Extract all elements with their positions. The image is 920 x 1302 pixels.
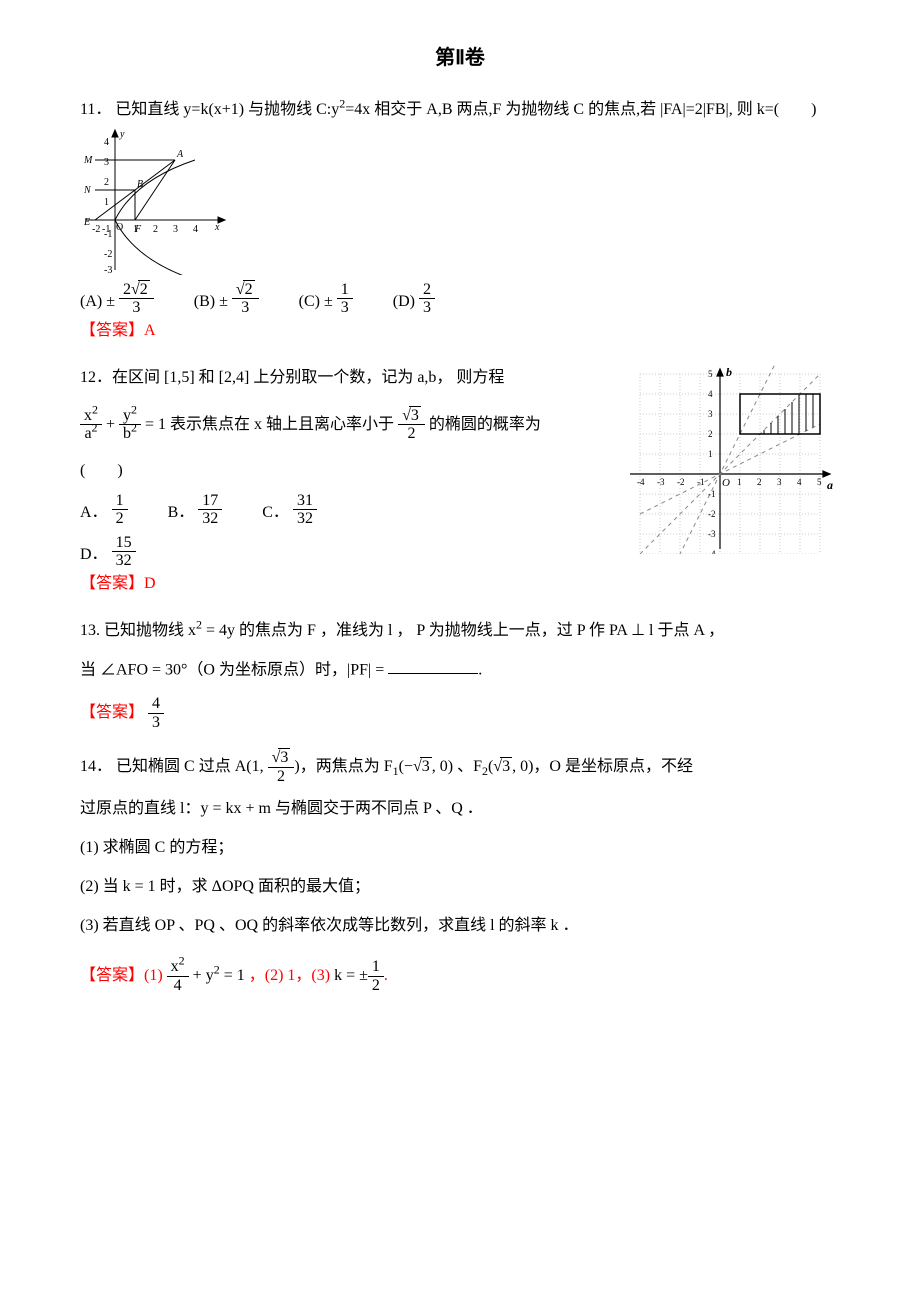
q11-text: 11． 已知直线 y=k(x+1) 与抛物线 C:y2=4x 相交于 A,B 两… <box>80 96 840 125</box>
q12-diagram: -4 -4 -3 -3 -2 -2 -1-1 1 1 2 2 3 3 4 4 5 5 O a b <box>620 364 840 599</box>
q11-opt-a: (A) ± 22 3 <box>80 281 154 317</box>
q14-answer: 【答案】(1) x24 + y2 = 1 ，(2) 1，(3) k = ±12. <box>80 958 840 994</box>
svg-text:-2: -2 <box>92 224 100 235</box>
q12-answer: 【答案】D <box>80 570 610 599</box>
problem-13: 13. 已知抛物线 x2 = 4y 的焦点为 F ，准线为 l ， P 为抛物线… <box>80 617 840 731</box>
svg-text:3: 3 <box>173 224 178 235</box>
q14-p2: (2) 当 k = 1 时，求 ΔOPQ 面积的最大值； <box>80 873 840 902</box>
q12-opt-d: D．1532 <box>80 534 136 570</box>
q14-p1: (1) 求椭圆 C 的方程； <box>80 834 840 863</box>
problem-12: 12．在区间 [1,5] 和 [2,4] 上分别取一个数，记为 a,b， 则方程… <box>80 364 840 599</box>
svg-text:a: a <box>827 478 833 492</box>
svg-text:M: M <box>83 155 93 166</box>
q11-num: 11． <box>80 101 111 118</box>
q12-opt-a: A．12 <box>80 492 128 528</box>
q11-opt-c: (C) ± 13 <box>299 281 353 317</box>
svg-text:O: O <box>722 477 730 489</box>
svg-text:-4: -4 <box>637 477 645 487</box>
svg-text:4: 4 <box>708 389 713 399</box>
svg-text:y: y <box>119 129 125 140</box>
svg-text:2: 2 <box>708 429 713 439</box>
svg-text:-3: -3 <box>104 265 112 275</box>
svg-text:2: 2 <box>757 477 762 487</box>
svg-text:F: F <box>134 224 142 235</box>
svg-text:B: B <box>137 179 143 190</box>
q11-diagram: -2-1 1234 1234 -1-2-3 O x y A B M N E F <box>80 125 840 275</box>
svg-text:1: 1 <box>104 197 109 208</box>
q12-opt-c: C．3132 <box>262 492 317 528</box>
svg-text:-2: -2 <box>104 249 112 260</box>
svg-text:2: 2 <box>104 177 109 188</box>
q11-opt-b: (B) ± 2 3 <box>194 281 259 317</box>
svg-text:3: 3 <box>777 477 782 487</box>
svg-text:-2: -2 <box>708 509 716 519</box>
q11-options: (A) ± 22 3 (B) ± 2 3 (C) ± 13 (D) 23 <box>80 281 840 317</box>
svg-text:-3: -3 <box>708 529 716 539</box>
q12-text: 12．在区间 [1,5] 和 [2,4] 上分别取一个数，记为 a,b， 则方程 <box>80 364 610 393</box>
svg-text:-1: -1 <box>104 229 112 240</box>
svg-text:1: 1 <box>708 449 713 459</box>
q13-blank <box>388 656 478 675</box>
svg-text:3: 3 <box>104 157 109 168</box>
svg-text:3: 3 <box>708 409 713 419</box>
svg-text:N: N <box>83 185 92 196</box>
problem-14: 14． 已知椭圆 C 过点 A(1, 32)，两焦点为 F1(−3, 0) 、F… <box>80 749 840 995</box>
q11-answer: 【答案】A <box>80 317 840 346</box>
svg-text:-1: -1 <box>708 489 716 499</box>
svg-text:1: 1 <box>737 477 742 487</box>
svg-text:E: E <box>83 217 90 228</box>
section-title: 第Ⅱ卷 <box>80 40 840 76</box>
q14-p3: (3) 若直线 OP 、PQ 、OQ 的斜率依次成等比数列，求直线 l 的斜率 … <box>80 912 840 941</box>
svg-text:5: 5 <box>817 477 822 487</box>
svg-text:4: 4 <box>104 137 109 148</box>
problem-11: 11． 已知直线 y=k(x+1) 与抛物线 C:y2=4x 相交于 A,B 两… <box>80 96 840 346</box>
svg-text:A: A <box>176 149 184 160</box>
svg-text:O: O <box>116 222 123 233</box>
q11-opt-d: (D) 23 <box>393 281 435 317</box>
q13-answer-label: 【答案】 <box>80 704 144 721</box>
q12-opt-b: B．1732 <box>168 492 223 528</box>
svg-text:x: x <box>214 222 220 233</box>
svg-text:-3: -3 <box>657 477 665 487</box>
svg-text:4: 4 <box>193 224 198 235</box>
svg-text:5: 5 <box>708 369 713 379</box>
svg-text:b: b <box>726 365 732 379</box>
svg-text:-1: -1 <box>697 477 705 487</box>
svg-text:4: 4 <box>797 477 802 487</box>
svg-text:-4: -4 <box>708 549 716 554</box>
svg-text:-2: -2 <box>677 477 685 487</box>
svg-text:2: 2 <box>153 224 158 235</box>
